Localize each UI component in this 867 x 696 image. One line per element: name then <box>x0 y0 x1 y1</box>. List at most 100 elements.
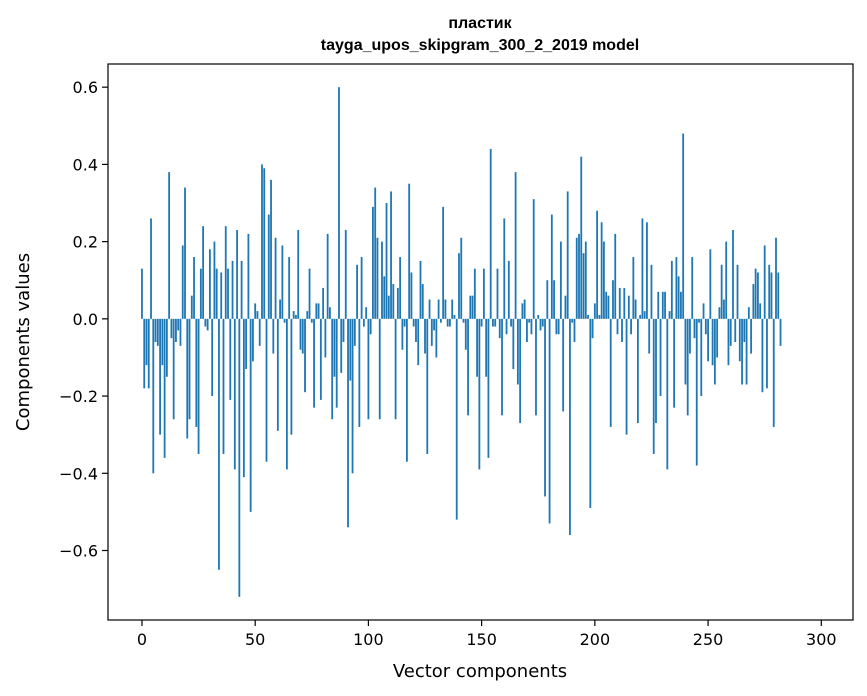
bar-component-250 <box>707 318 709 362</box>
bar-component-84 <box>331 318 334 420</box>
bar-component-149 <box>478 318 481 470</box>
bar-component-200 <box>593 303 596 319</box>
bar-component-155 <box>492 318 494 327</box>
bar-component-210 <box>616 318 619 335</box>
bar-component-66 <box>290 318 293 435</box>
bar-component-258 <box>725 241 728 319</box>
bar-component-10 <box>163 318 166 458</box>
bar-component-118 <box>408 183 411 319</box>
bar-component-21 <box>188 318 191 420</box>
bar-component-172 <box>530 318 533 335</box>
bar-component-282 <box>779 318 782 346</box>
bar-component-232 <box>666 318 669 470</box>
bar-component-140 <box>458 253 460 319</box>
bar-component-35 <box>220 272 223 319</box>
bar-component-3 <box>147 318 150 389</box>
bar-component-78 <box>317 303 320 319</box>
bar-component-62 <box>281 245 284 319</box>
bar-component-28 <box>204 318 207 327</box>
bar-component-263 <box>736 264 739 319</box>
bar-component-249 <box>704 318 707 335</box>
bars-group <box>141 87 782 597</box>
bar-component-51 <box>256 311 259 319</box>
bar-component-115 <box>401 318 404 350</box>
plot-frame <box>107 63 854 621</box>
bar-component-73 <box>306 311 309 319</box>
bar-component-48 <box>249 318 252 512</box>
bar-component-67 <box>292 311 295 319</box>
bar-component-94 <box>353 318 356 346</box>
bar-component-26 <box>199 268 202 319</box>
bar-component-156 <box>494 318 497 327</box>
bar-component-83 <box>329 307 331 319</box>
bar-component-105 <box>378 318 381 420</box>
bar-component-269 <box>750 318 752 354</box>
bar-component-80 <box>322 287 325 319</box>
bar-component-199 <box>591 318 594 339</box>
bar-component-260 <box>729 318 732 346</box>
bar-component-211 <box>618 287 621 319</box>
bar-component-88 <box>340 318 343 373</box>
bar-component-277 <box>768 264 771 319</box>
bar-component-89 <box>342 318 345 342</box>
bar-component-87 <box>338 87 340 319</box>
bar-component-59 <box>274 237 277 319</box>
bar-component-175 <box>537 314 540 319</box>
bar-component-29 <box>206 318 209 331</box>
bar-component-17 <box>179 318 182 346</box>
bar-component-148 <box>476 318 479 377</box>
bar-component-41 <box>233 318 236 470</box>
bar-component-194 <box>580 156 583 319</box>
bar-component-56 <box>267 214 270 319</box>
bar-component-229 <box>659 318 662 397</box>
bar-component-265 <box>741 318 743 385</box>
bar-component-218 <box>634 299 637 319</box>
bar-component-143 <box>464 318 467 350</box>
bar-component-93 <box>351 318 354 474</box>
bar-component-281 <box>777 272 780 319</box>
bar-component-31 <box>211 318 214 397</box>
bar-component-271 <box>754 268 757 319</box>
bar-component-151 <box>482 268 485 319</box>
bar-component-185 <box>559 241 562 319</box>
bar-component-74 <box>308 268 311 319</box>
bar-component-255 <box>718 307 721 319</box>
bar-component-82 <box>326 233 329 319</box>
bar-component-227 <box>655 318 657 424</box>
bar-component-191 <box>573 318 576 342</box>
bar-component-123 <box>419 260 422 319</box>
bar-component-0 <box>141 268 143 319</box>
bar-component-107 <box>383 276 386 319</box>
bar-component-264 <box>738 318 741 362</box>
bar-component-128 <box>430 318 433 346</box>
bar-component-1 <box>143 318 146 389</box>
bar-component-15 <box>175 318 177 342</box>
bar-component-34 <box>218 318 220 570</box>
bar-component-104 <box>376 237 379 319</box>
bar-component-106 <box>381 241 383 319</box>
bar-component-192 <box>575 237 578 319</box>
bar-component-186 <box>562 318 565 412</box>
bar-component-170 <box>526 318 528 342</box>
bar-component-18 <box>181 245 184 319</box>
bar-component-179 <box>546 280 549 319</box>
bar-component-165 <box>514 172 517 319</box>
bar-component-111 <box>392 284 395 319</box>
bar-component-244 <box>693 318 696 339</box>
bar-component-214 <box>625 318 628 435</box>
bar-component-142 <box>462 318 465 323</box>
bar-component-237 <box>677 276 680 319</box>
bar-component-99 <box>365 307 368 319</box>
bar-component-135 <box>446 318 449 327</box>
bar-component-238 <box>680 291 682 319</box>
bar-component-40 <box>231 260 234 319</box>
bar-component-57 <box>270 179 272 319</box>
bar-component-50 <box>254 303 257 319</box>
y-axis-ticks: −0.6 −0.4 −0.2 0.0 0.2 0.4 0.6 <box>59 78 108 561</box>
bar-component-144 <box>467 318 469 416</box>
bar-component-198 <box>589 318 592 509</box>
bar-component-159 <box>501 318 503 416</box>
bar-component-145 <box>469 295 472 319</box>
bar-component-37 <box>224 226 227 319</box>
bar-component-139 <box>455 318 458 520</box>
